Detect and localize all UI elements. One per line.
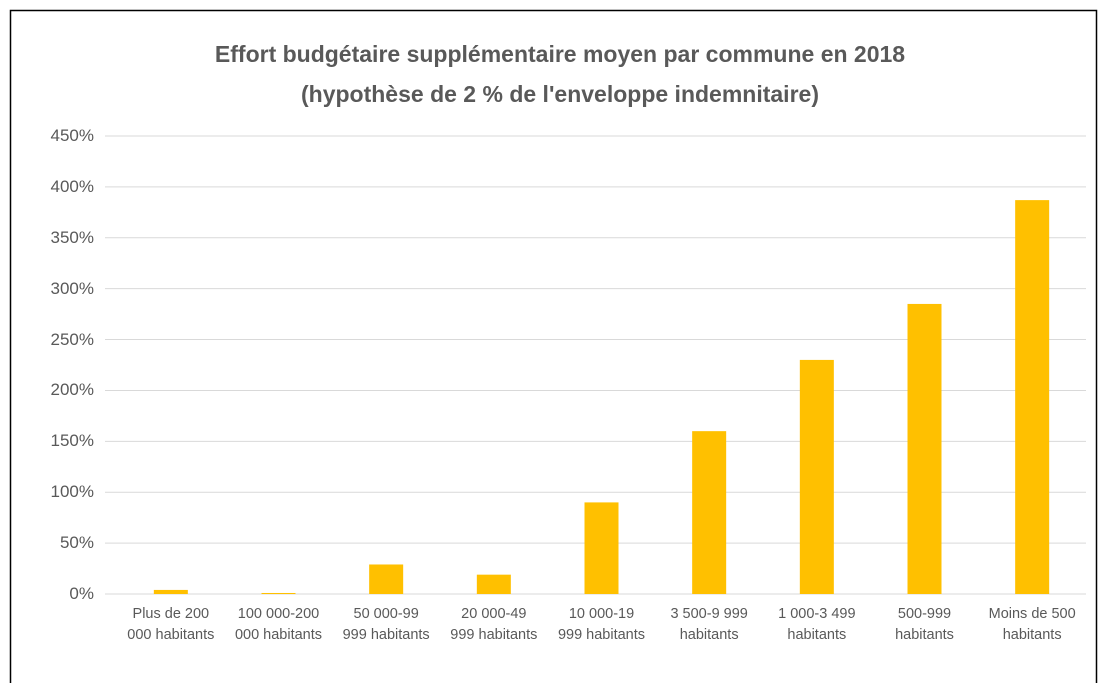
y-tick-label: 100%: [50, 482, 94, 502]
y-tick-label: 150%: [50, 431, 94, 451]
bar: [584, 502, 619, 594]
bar: [1015, 200, 1050, 594]
y-tick-label: 400%: [50, 176, 94, 196]
x-tick-label: 10 000-19 999 habitants: [557, 606, 646, 643]
bar: [907, 303, 942, 594]
chart-title: Effort budgétaire supplémentaire moyen p…: [214, 41, 906, 107]
y-tick-label: 350%: [50, 227, 94, 247]
bar: [261, 592, 296, 594]
y-tick-label: 0%: [69, 584, 94, 603]
x-tick-label: 500-999 habitants: [895, 606, 954, 643]
chart-border: [9, 9, 1098, 683]
y-tick-label: 200%: [50, 380, 94, 400]
x-tick-label: Plus de 200 000 habitants: [127, 606, 215, 643]
x-tick-label: 100 000-200 000 habitants: [234, 606, 323, 643]
x-tick-label: 20 000-49 999 habitants: [450, 606, 538, 643]
y-tick-label: 250%: [50, 329, 94, 349]
x-tick-label: 1 000-3 499 habitants: [778, 606, 856, 643]
bar: [153, 589, 188, 594]
x-tick-label: 50 000-99 999 habitants: [342, 606, 430, 643]
bar: [692, 431, 727, 594]
bar: [799, 359, 834, 594]
bar: [369, 564, 404, 594]
x-tick-label: Moins de 500 habitants: [988, 606, 1076, 643]
y-tick-label: 450%: [50, 126, 94, 145]
y-tick-label: 50%: [59, 533, 94, 553]
x-tick-label: 3 500-9 999 habitants: [670, 606, 748, 643]
y-tick-label: 300%: [50, 278, 94, 298]
bar: [476, 574, 511, 594]
